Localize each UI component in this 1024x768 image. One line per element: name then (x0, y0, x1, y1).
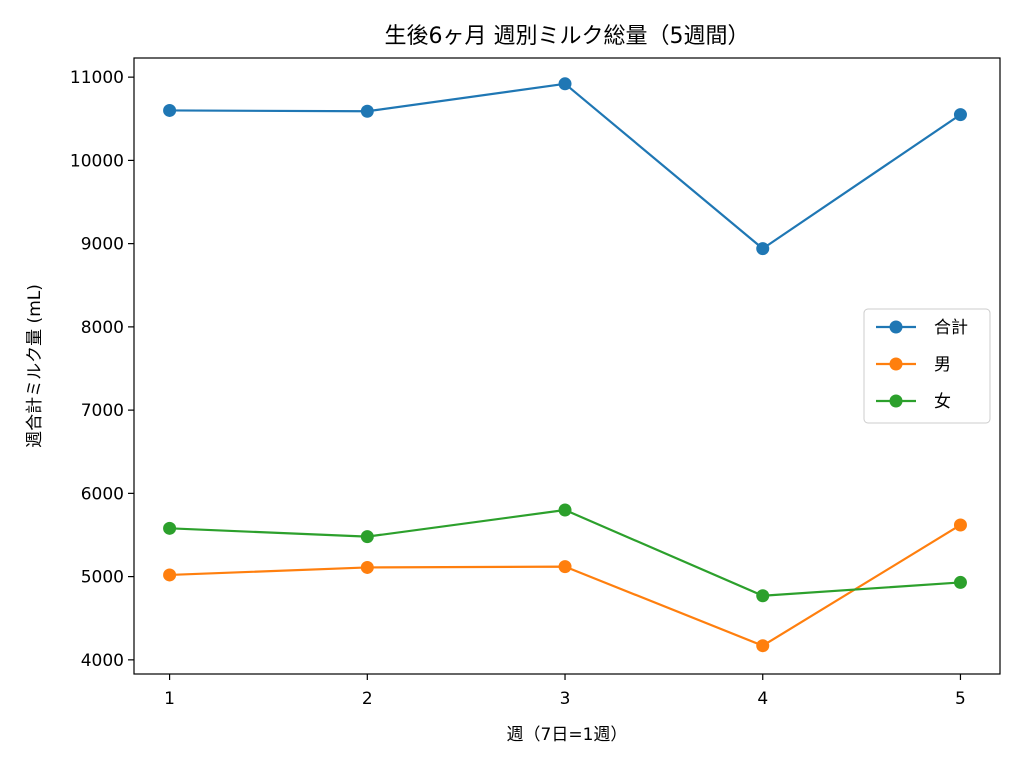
data-point (558, 503, 572, 517)
x-tick-label: 2 (362, 689, 373, 709)
series-2 (163, 518, 967, 653)
y-axis-label: 週合計ミルク量 (mL) (25, 284, 45, 448)
x-tick-label: 4 (757, 689, 768, 709)
series-line (169, 82, 962, 250)
data-point (360, 530, 374, 544)
legend-marker (889, 394, 903, 408)
x-tick-label: 1 (164, 689, 175, 709)
data-point (163, 103, 177, 117)
y-tick-label: 5000 (81, 568, 124, 588)
x-tick-label: 3 (560, 689, 571, 709)
legend-box (863, 308, 991, 424)
data-point (756, 242, 770, 256)
series-layer (163, 77, 967, 653)
series-line (169, 508, 961, 597)
chart-title: 生後6ヶ月 週別ミルク総量（5週間） (385, 24, 750, 49)
series-1 (163, 77, 967, 256)
legend-marker (889, 357, 903, 371)
plot-area-frame (133, 57, 1001, 675)
series-3 (163, 503, 967, 603)
data-point (360, 560, 374, 574)
data-point (953, 518, 967, 532)
legend-marker (889, 320, 903, 334)
y-tick-label: 9000 (81, 235, 124, 255)
data-point (360, 104, 374, 118)
data-point (756, 589, 770, 603)
legend-label: 女 (934, 392, 951, 412)
legend-label: 男 (934, 355, 951, 375)
data-point (163, 521, 177, 535)
data-point (163, 568, 177, 582)
y-tick-label: 8000 (81, 318, 124, 338)
legend-item: 女 (876, 392, 951, 412)
data-point (558, 77, 572, 91)
legend-item: 男 (876, 355, 951, 375)
y-tick-label: 7000 (81, 401, 124, 421)
data-point (953, 108, 967, 122)
data-point (756, 639, 770, 653)
series-line (169, 524, 962, 647)
x-axis-label: 週（7日=1週） (507, 725, 628, 745)
x-axis: 1 2 3 4 5 (164, 674, 966, 709)
y-tick-label: 11000 (70, 68, 124, 88)
y-tick-label: 6000 (81, 484, 124, 504)
legend-item: 合計 (876, 318, 968, 338)
legend-label: 合計 (934, 318, 968, 338)
data-point (953, 575, 967, 589)
data-point (558, 560, 572, 574)
y-tick-label: 10000 (70, 151, 124, 171)
y-tick-label: 4000 (81, 651, 124, 671)
x-tick-label: 5 (955, 689, 966, 709)
y-axis: 4000 5000 6000 7000 8000 9000 10000 11000 (70, 68, 134, 671)
